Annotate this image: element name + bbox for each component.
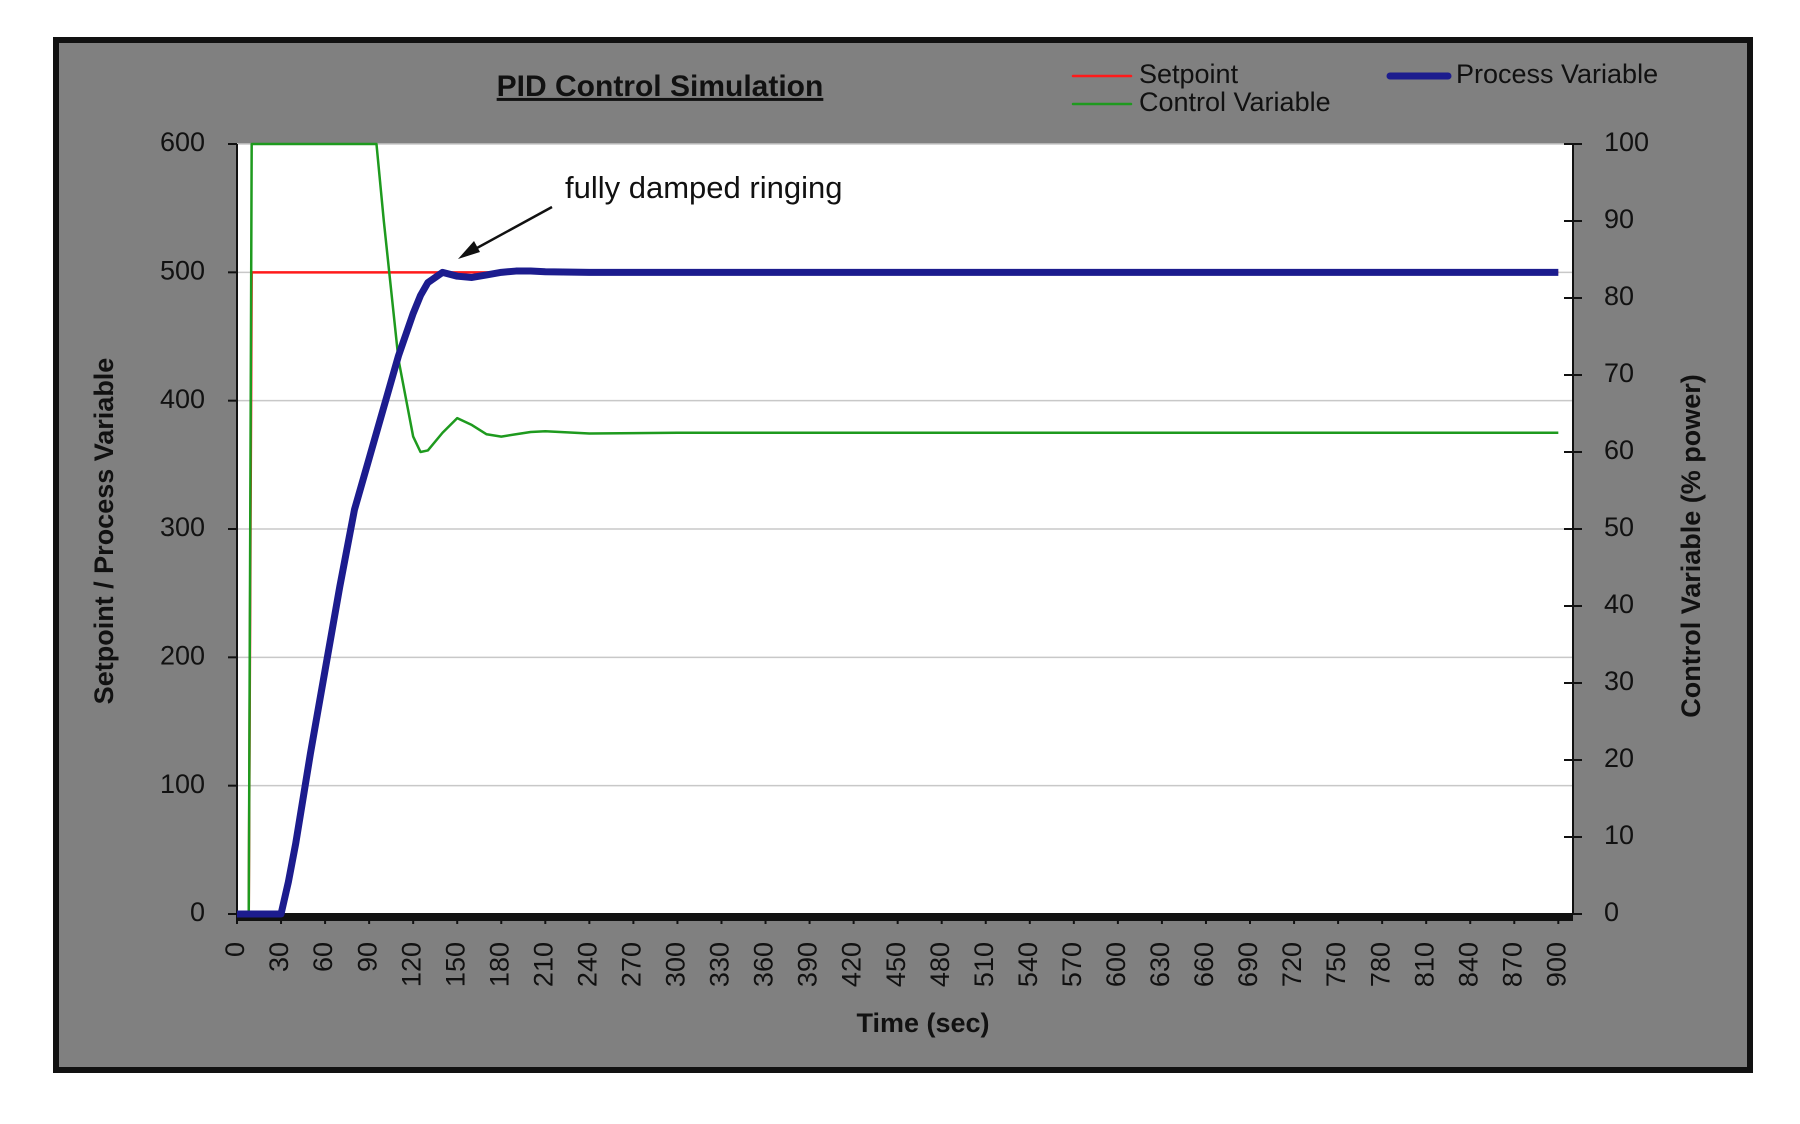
x-tick-label: 690 — [1233, 942, 1263, 987]
y-tick-label: 600 — [160, 127, 205, 157]
y2-tick-label: 10 — [1604, 820, 1634, 850]
y-tick-label: 200 — [160, 640, 205, 670]
x-tick-label: 810 — [1409, 942, 1439, 987]
x-tick-label: 390 — [793, 942, 823, 987]
chart-title: PID Control Simulation — [497, 70, 824, 103]
x-tick-label: 120 — [396, 942, 426, 987]
y2-tick-label: 50 — [1604, 512, 1634, 542]
x-tick-label: 90 — [352, 942, 382, 972]
x-tick-label: 0 — [220, 942, 250, 957]
y2-tick-label: 40 — [1604, 589, 1634, 619]
x-tick-label: 180 — [484, 942, 514, 987]
annotation: fully damped ringing — [565, 170, 842, 205]
x-tick-label: 840 — [1453, 942, 1483, 987]
x-tick-label: 600 — [1101, 942, 1131, 987]
y2-tick-label: 80 — [1604, 281, 1634, 311]
x-tick-label: 510 — [969, 942, 999, 987]
x-tick-label: 720 — [1277, 942, 1307, 987]
x-tick-label: 150 — [440, 942, 470, 987]
x-tick-label: 750 — [1321, 942, 1351, 987]
y2-tick-label: 70 — [1604, 358, 1634, 388]
x-tick-label: 870 — [1497, 942, 1527, 987]
x-tick-label: 360 — [749, 942, 779, 987]
y-axis-title: Setpoint / Process Variable — [89, 358, 119, 705]
legend-label: Setpoint — [1139, 59, 1239, 89]
x-tick-label: 450 — [881, 942, 911, 987]
x-axis-title: Time (sec) — [856, 1008, 989, 1038]
series-line — [237, 267, 1559, 918]
y2-tick-label: 30 — [1604, 666, 1634, 696]
y2-axis-title: Control Variable (% power) — [1676, 374, 1706, 718]
y2-tick-label: 0 — [1604, 897, 1619, 927]
x-tick-label: 540 — [1013, 942, 1043, 987]
annotation-arrow — [465, 205, 553, 256]
x-tick-label: 330 — [705, 942, 735, 987]
x-tick-label: 480 — [925, 942, 955, 987]
x-tick-label: 30 — [264, 942, 294, 972]
y-tick-label: 0 — [190, 897, 205, 927]
x-tick-label: 240 — [572, 942, 602, 987]
x-tick-label: 60 — [308, 942, 338, 972]
legend-label: Control Variable — [1139, 87, 1331, 117]
x-tick-label: 780 — [1365, 942, 1395, 987]
series-line — [237, 142, 1559, 916]
x-tick-label: 420 — [837, 942, 867, 987]
x-tick-label: 660 — [1189, 942, 1219, 987]
legend-label: Process Variable — [1456, 59, 1658, 89]
x-tick-label: 300 — [661, 942, 691, 987]
y2-tick-label: 100 — [1604, 127, 1649, 157]
x-tick-label: 210 — [528, 942, 558, 987]
y2-tick-label: 90 — [1604, 204, 1634, 234]
arrow-head — [458, 241, 480, 259]
y-tick-label: 100 — [160, 769, 205, 799]
y2-tick-label: 60 — [1604, 435, 1634, 465]
y-tick-label: 500 — [160, 255, 205, 285]
y-tick-label: 400 — [160, 384, 205, 414]
x-tick-label: 270 — [617, 942, 647, 987]
x-tick-label: 570 — [1057, 942, 1087, 987]
x-tick-label: 630 — [1145, 942, 1175, 987]
x-tick-label: 900 — [1541, 942, 1571, 987]
y2-tick-label: 20 — [1604, 743, 1634, 773]
y-tick-label: 300 — [160, 512, 205, 542]
